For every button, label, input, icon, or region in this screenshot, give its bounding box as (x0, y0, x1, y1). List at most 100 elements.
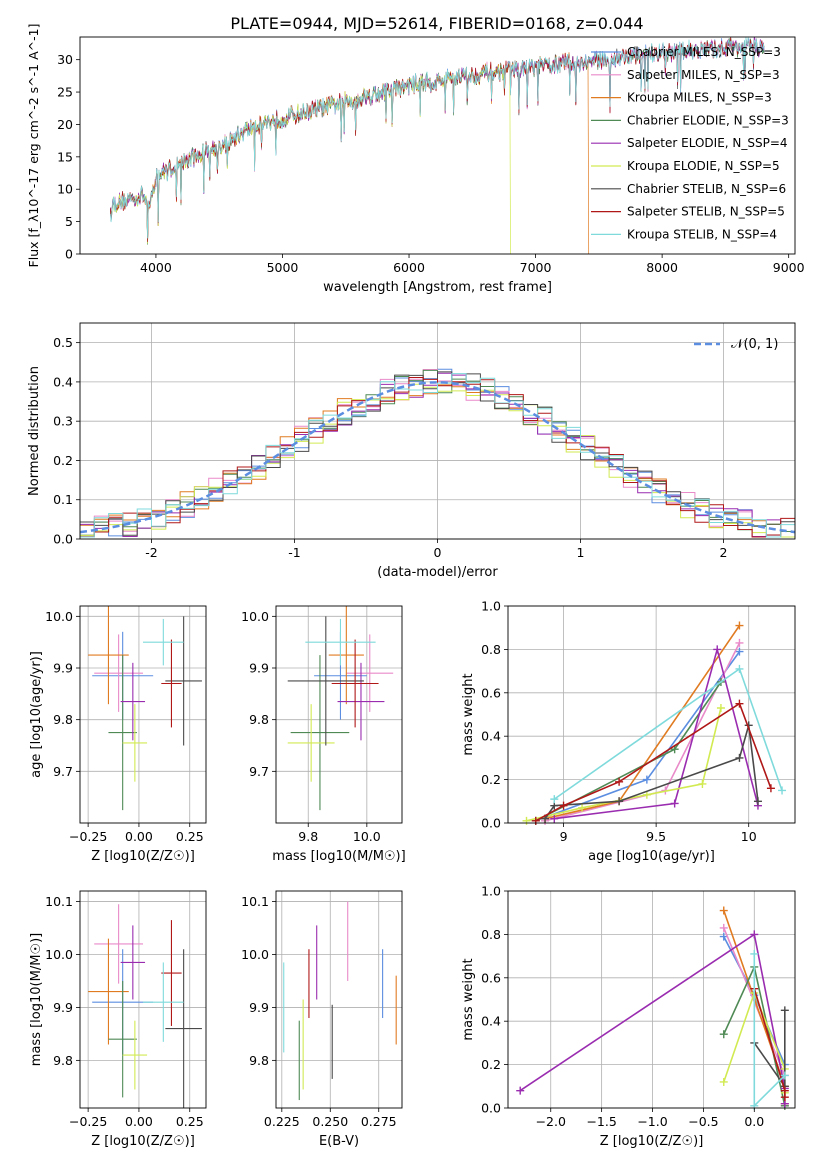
age-vs-mass-plot-area (287, 606, 394, 811)
x-tick-label: 2 (720, 545, 728, 560)
mass-weight-marker (735, 699, 744, 708)
legend-label: Kroupa ELODIE, N_SSP=5 (627, 159, 780, 173)
error-bar-point (143, 962, 184, 1042)
error-bar-point (122, 704, 148, 782)
y-tick-label: 0.0 (481, 1101, 501, 1116)
massweight-vs-age-panel: 9 9.5 10 0.0 0.2 0.4 0.6 0.8 1.0 age [log10(age/y… (461, 599, 796, 864)
x-tick-label: −1.5 (586, 1114, 616, 1129)
mass-weight-marker (735, 638, 744, 647)
error-bar-point (331, 639, 379, 728)
axes-frame (275, 890, 403, 1109)
legend-label: Salpeter STELIB, N_SSP=5 (627, 205, 785, 219)
residual-histogram (80, 384, 795, 538)
x-tick-label: 9 (560, 829, 568, 844)
age-vs-Z-panel: −0.25 0.00 0.25 9.7 9.8 9.9 10.0 Z [log10(Z/Z☉)… (29, 605, 207, 864)
figure-title: PLATE=0944, MJD=52614, FIBERID=0168, z=0… (230, 14, 643, 33)
mass-weight-marker (780, 1071, 789, 1080)
error-bar-point (122, 1020, 148, 1090)
y-tick-label: 10.0 (45, 609, 73, 624)
x-tick-label: 10.0 (353, 829, 381, 844)
x-axis-label: Z [log10(Z/Z☉)] (91, 1134, 195, 1149)
error-bar-point (108, 980, 137, 1098)
mass-weight-marker (719, 906, 728, 915)
y-tick-label: 9.7 (249, 764, 269, 779)
x-axis-label: Z [log10(Z/Z☉)] (91, 849, 195, 864)
axes-frame (275, 605, 403, 824)
axes-frame (79, 605, 207, 824)
mass-weight-marker (750, 930, 759, 939)
axes-frame (507, 890, 796, 1109)
x-tick-label: 0.25 (176, 1114, 204, 1129)
y-tick-label: 0.2 (481, 772, 501, 787)
x-tick-label: 6000 (393, 260, 425, 275)
massweight-vs-Z-plot-area (516, 906, 789, 1110)
y-axis-label: Normed distribution (27, 366, 42, 496)
x-tick-label: 7000 (520, 260, 552, 275)
mass-weight-marker (766, 784, 775, 793)
error-bar-point (94, 634, 143, 712)
x-tick-label: 9000 (773, 260, 805, 275)
mass-weight-marker (719, 1077, 728, 1086)
x-axis-label: mass [log10(M/M☉)] (272, 849, 405, 864)
y-tick-label: 9.9 (249, 1000, 269, 1015)
mass-vs-ebv-plot-area (283, 901, 397, 1101)
axes-frame (507, 605, 796, 824)
y-tick-label: 10 (57, 182, 73, 197)
axes-frame (79, 36, 796, 255)
mass-weight-marker (719, 932, 728, 941)
mass-weight-marker (735, 664, 744, 673)
mass-weight-marker (719, 1030, 728, 1039)
y-tick-label: 0.6 (481, 970, 501, 985)
mass-weight-marker (550, 795, 559, 804)
residuals-plot-area (80, 368, 795, 538)
legend-label: Kroupa STELIB, N_SSP=4 (627, 227, 777, 241)
error-bar-point (328, 606, 364, 705)
x-axis-label: wavelength [Angstrom, rest frame] (323, 280, 552, 295)
x-tick-label: 5000 (267, 260, 299, 275)
y-tick-label: 10.1 (45, 894, 73, 909)
x-tick-label: 0.00 (125, 829, 153, 844)
x-tick-label: 9.8 (298, 829, 318, 844)
mass-weight-marker (615, 777, 624, 786)
massweight-vs-age-plot-area (522, 621, 787, 825)
mass-weight-marker (750, 949, 759, 958)
x-tick-label: 0.25 (176, 829, 204, 844)
mass-weight-marker (559, 801, 568, 810)
y-tick-label: 15 (57, 149, 73, 164)
y-tick-label: 0.3 (53, 414, 73, 429)
residual-histogram (80, 373, 795, 538)
legend-label: Chabrier ELODIE, N_SSP=3 (627, 113, 789, 127)
x-axis-label: (data-model)/error (377, 565, 498, 580)
y-tick-label: 9.9 (53, 661, 73, 676)
x-tick-label: 0.0 (744, 1114, 764, 1129)
mass-weight-marker (735, 647, 744, 656)
error-bar-point (143, 618, 184, 666)
mass-weight-marker (753, 797, 762, 806)
age-vs-Z-plot-area (88, 606, 202, 811)
mass-weight-marker (670, 799, 679, 808)
spectrum-plot-area (110, 37, 765, 254)
mass-weight-marker (698, 779, 707, 788)
x-tick-label: 9.5 (646, 829, 666, 844)
mass-weight-marker (516, 1086, 525, 1095)
error-bar-point (161, 639, 182, 728)
normal-curve (80, 381, 795, 534)
y-tick-label: 0.4 (481, 729, 501, 744)
legend-label: Chabrier STELIB, N_SSP=6 (627, 182, 786, 196)
mass-weight-marker (735, 753, 744, 762)
y-tick-label: 30 (57, 52, 73, 67)
x-tick-label: 0.00 (125, 1114, 153, 1129)
mass-vs-Z-panel: −0.25 0.00 0.25 9.8 9.9 10.0 10.1 Z [log10(Z/Z☉… (29, 890, 207, 1149)
residuals-panel: -2 -1 0 1 2 0.0 0.1 0.2 0.3 0.4 0.5 (data-model)/er… (27, 322, 796, 580)
x-tick-label: −0.25 (69, 829, 107, 844)
error-bar-point (88, 606, 129, 705)
y-tick-label: 9.8 (249, 1053, 269, 1068)
legend-label: Chabrier MILES, N_SSP=3 (627, 45, 781, 59)
error-bar-point (120, 925, 146, 1000)
error-bar-point (305, 618, 376, 666)
x-tick-label: 0.250 (312, 1114, 348, 1129)
x-tick-label: 10 (741, 829, 757, 844)
y-tick-label: 9.7 (53, 764, 73, 779)
axes-frame (79, 322, 796, 540)
y-tick-label: 0.0 (481, 816, 501, 831)
